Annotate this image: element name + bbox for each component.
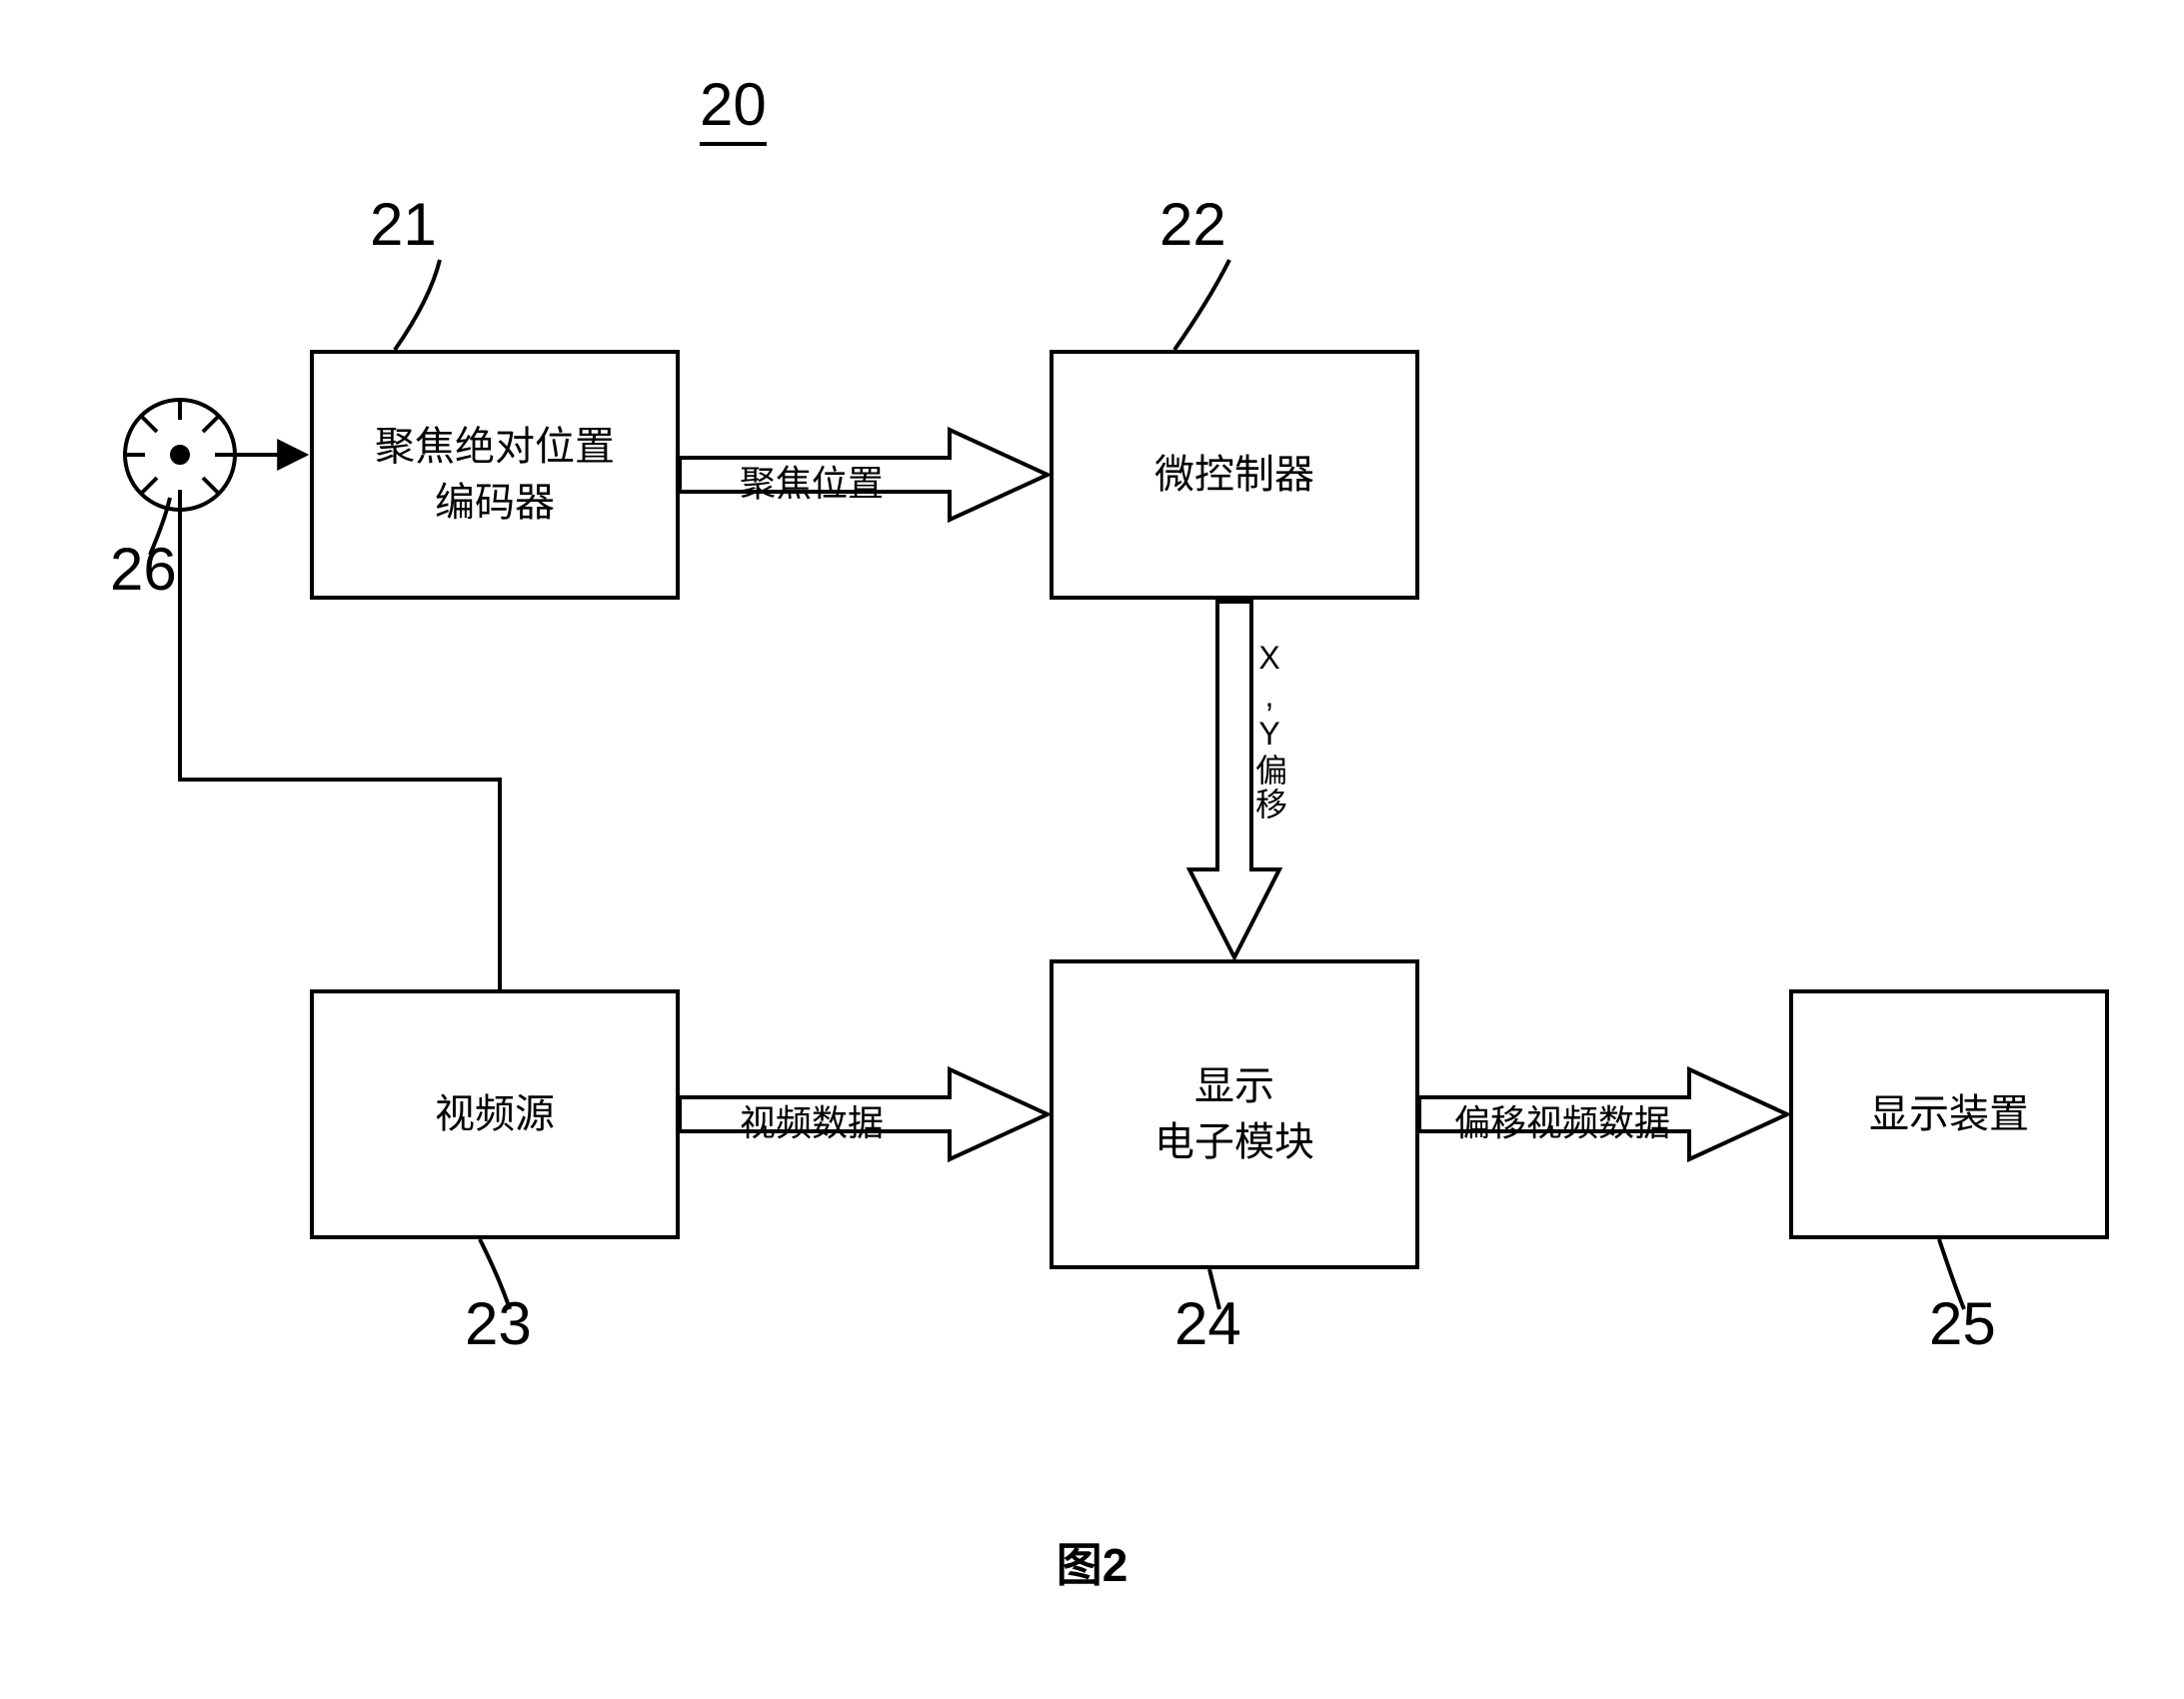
connectors — [0, 0, 2184, 1699]
edge-video-data: 视频数据 — [740, 1094, 884, 1146]
edge-offset-video: 偏移视频数据 — [1454, 1094, 1670, 1146]
edge-focus-position: 聚焦位置 — [740, 455, 884, 507]
edge-xy-offset: X,Y偏移 — [1246, 640, 1292, 822]
figure-caption: 图2 — [1057, 1529, 1128, 1595]
